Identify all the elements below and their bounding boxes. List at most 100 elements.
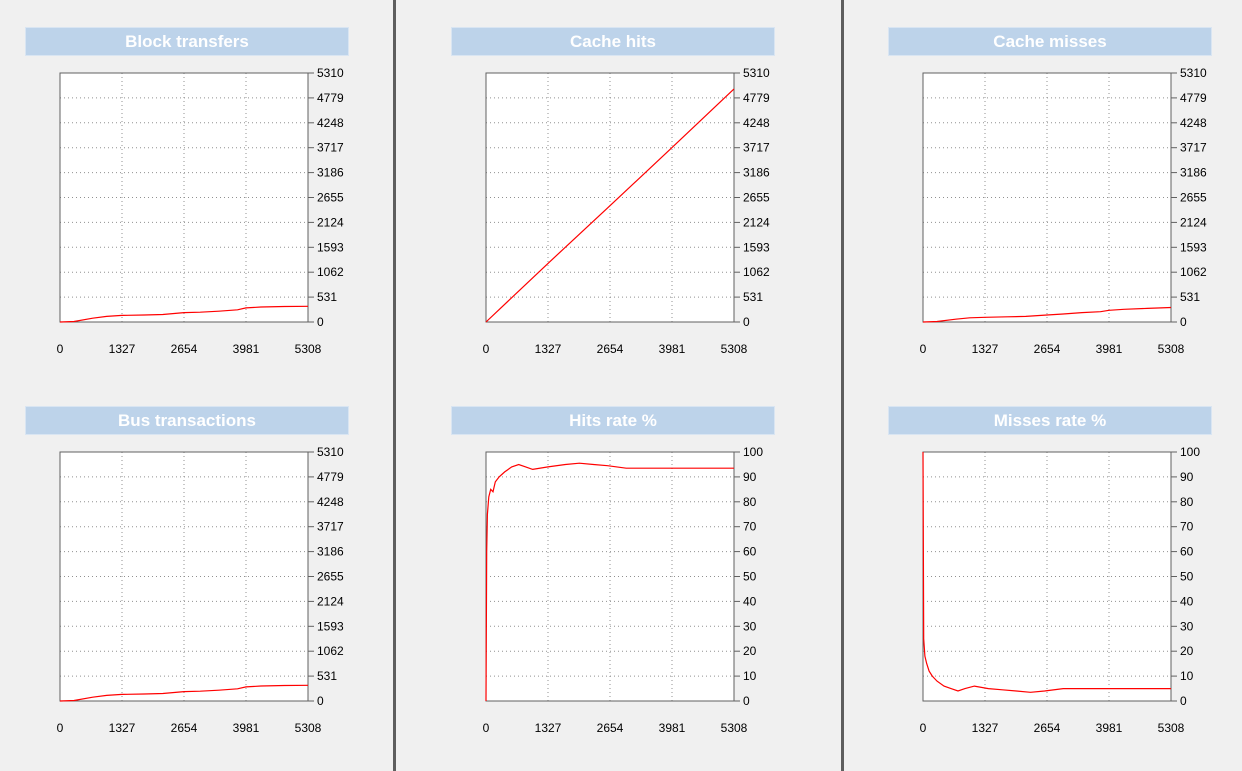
- y-tick-label: 40: [1180, 594, 1194, 608]
- chart-title: Cache hits: [451, 27, 775, 56]
- y-tick-label: 1593: [317, 619, 344, 633]
- x-tick-label: 3981: [1096, 342, 1123, 356]
- y-tick-label: 531: [1180, 290, 1200, 304]
- y-tick-label: 100: [743, 445, 763, 459]
- x-tick-label: 0: [483, 342, 490, 356]
- chart-plot: 0 531 1062 1593 2124 2655 3186 3717 4248 4779 5310…: [57, 66, 344, 356]
- chart-title: Bus transactions: [25, 406, 349, 435]
- y-tick-label: 3186: [1180, 166, 1207, 180]
- y-tick-label: 4779: [1180, 91, 1207, 105]
- y-tick-label: 1593: [743, 240, 770, 254]
- y-tick-label: 4248: [1180, 116, 1207, 130]
- y-tick-label: 0: [317, 315, 324, 329]
- y-tick-label: 50: [743, 570, 757, 584]
- x-tick-label: 1327: [535, 342, 562, 356]
- series-line: [59, 684, 309, 702]
- x-tick-label: 2654: [1034, 721, 1061, 735]
- y-tick-label: 0: [743, 694, 750, 708]
- x-tick-label: 5308: [1158, 721, 1185, 735]
- y-tick-label: 4248: [317, 116, 344, 130]
- column-divider-left: [393, 0, 396, 771]
- y-tick-label: 2124: [317, 215, 344, 229]
- x-tick-label: 0: [920, 721, 927, 735]
- chart-panel-block-transfers: Block transfers 0 531 1062 1593 2124 2655 3186…: [25, 27, 405, 367]
- y-tick-label: 20: [743, 644, 757, 658]
- x-tick-label: 1327: [535, 721, 562, 735]
- chart-plot: 0 531 1062 1593 2124 2655 3186 3717 4248 4779 5310…: [483, 66, 770, 356]
- y-tick-label: 3186: [317, 545, 344, 559]
- chart-panel-hits-rate: Hits rate % 0 10 20 30 40 50 60 70 80 90 100 0 1327 2…: [451, 406, 831, 746]
- y-tick-label: 3717: [317, 520, 344, 534]
- y-tick-label: 10: [743, 669, 757, 683]
- y-tick-label: 5310: [317, 445, 344, 459]
- chart-panel-bus-transactions: Bus transactions 0 531 1062 1593 2124 2655 318…: [25, 406, 405, 746]
- y-tick-label: 1062: [317, 644, 344, 658]
- chart-panel-misses-rate: Misses rate % 0 10 20 30 40 50 60 70 80 90 100 0 132…: [888, 406, 1242, 746]
- chart-plot: 0 531 1062 1593 2124 2655 3186 3717 4248 4779 5310…: [920, 66, 1207, 356]
- y-tick-label: 30: [743, 619, 757, 633]
- y-tick-label: 0: [743, 315, 750, 329]
- x-tick-label: 2654: [171, 721, 198, 735]
- chart-title: Misses rate %: [888, 406, 1212, 435]
- column-divider-right: [841, 0, 844, 771]
- y-tick-label: 2124: [317, 594, 344, 608]
- y-tick-label: 80: [1180, 495, 1194, 509]
- y-tick-label: 1593: [1180, 240, 1207, 254]
- x-tick-label: 0: [483, 721, 490, 735]
- chart-panel-cache-misses: Cache misses 0 531 1062 1593 2124 2655 3186 371…: [888, 27, 1242, 367]
- y-tick-label: 531: [317, 290, 337, 304]
- x-tick-label: 1327: [109, 721, 136, 735]
- x-tick-label: 2654: [171, 342, 198, 356]
- y-tick-label: 40: [743, 594, 757, 608]
- series-line: [922, 451, 1171, 693]
- x-tick-label: 3981: [659, 721, 686, 735]
- chart-plot: 0 10 20 30 40 50 60 70 80 90 100 0 1327 2654 3981 5308: [920, 445, 1201, 735]
- chart-panel-cache-hits: Cache hits 0 531 1062 1593 2124 2655 3186 3717 4…: [451, 27, 831, 367]
- chart-plot: 0 531 1062 1593 2124 2655 3186 3717 4248 4779 5310…: [57, 445, 344, 735]
- x-tick-label: 5308: [295, 721, 322, 735]
- y-tick-label: 1062: [743, 265, 770, 279]
- x-tick-label: 2654: [597, 342, 624, 356]
- y-tick-label: 80: [743, 495, 757, 509]
- y-tick-label: 2655: [1180, 191, 1207, 205]
- y-tick-label: 5310: [743, 66, 770, 80]
- y-tick-label: 4248: [743, 116, 770, 130]
- y-tick-label: 90: [1180, 470, 1194, 484]
- y-tick-label: 2655: [317, 191, 344, 205]
- x-tick-label: 1327: [972, 342, 999, 356]
- chart-title: Hits rate %: [451, 406, 775, 435]
- y-tick-label: 0: [1180, 694, 1187, 708]
- y-tick-label: 0: [317, 694, 324, 708]
- x-tick-label: 0: [57, 342, 64, 356]
- x-tick-label: 0: [920, 342, 927, 356]
- y-tick-label: 2655: [743, 191, 770, 205]
- chart-plot: 0 10 20 30 40 50 60 70 80 90 100 0 1327 2654 3981 5308: [483, 445, 764, 735]
- y-tick-label: 3717: [317, 141, 344, 155]
- x-tick-label: 1327: [109, 342, 136, 356]
- series-line: [485, 462, 734, 702]
- series-line: [922, 306, 1172, 323]
- y-tick-label: 3186: [743, 166, 770, 180]
- y-tick-label: 5310: [317, 66, 344, 80]
- y-tick-label: 3186: [317, 166, 344, 180]
- y-tick-label: 60: [1180, 545, 1194, 559]
- x-tick-label: 5308: [721, 721, 748, 735]
- x-tick-label: 3981: [233, 721, 260, 735]
- x-tick-label: 3981: [233, 342, 260, 356]
- x-tick-label: 3981: [659, 342, 686, 356]
- series-line: [59, 305, 309, 323]
- y-tick-label: 2655: [317, 570, 344, 584]
- y-tick-label: 20: [1180, 644, 1194, 658]
- y-tick-label: 4779: [743, 91, 770, 105]
- x-tick-label: 1327: [972, 721, 999, 735]
- y-tick-label: 10: [1180, 669, 1194, 683]
- chart-title: Block transfers: [25, 27, 349, 56]
- y-tick-label: 70: [1180, 520, 1194, 534]
- y-tick-label: 4779: [317, 470, 344, 484]
- y-tick-label: 3717: [1180, 141, 1207, 155]
- y-tick-label: 4779: [317, 91, 344, 105]
- y-tick-label: 3717: [743, 141, 770, 155]
- y-tick-label: 0: [1180, 315, 1187, 329]
- x-tick-label: 5308: [721, 342, 748, 356]
- y-tick-label: 2124: [743, 215, 770, 229]
